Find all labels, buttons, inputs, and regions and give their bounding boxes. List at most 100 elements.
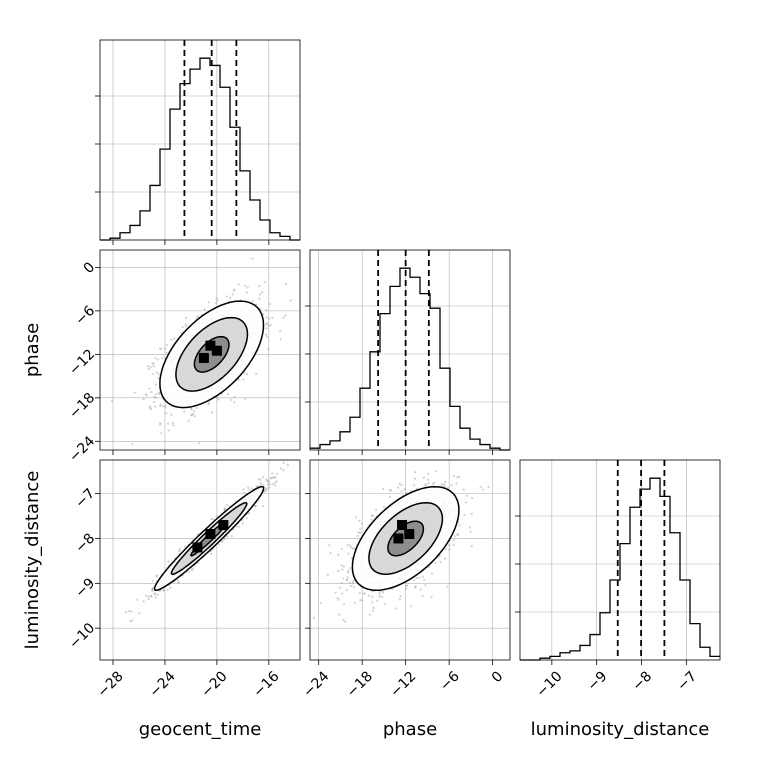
- sample-point: [372, 609, 375, 612]
- sample-point: [267, 348, 270, 351]
- sample-point: [254, 504, 257, 508]
- sample-point: [382, 506, 385, 509]
- sample-point: [142, 398, 145, 401]
- sample-point: [275, 472, 278, 476]
- sample-point: [345, 579, 348, 582]
- sample-point: [357, 531, 360, 534]
- sample-point: [264, 333, 268, 336]
- density-bin: [211, 345, 222, 356]
- sample-point: [216, 396, 219, 399]
- sample-point: [357, 534, 360, 537]
- sample-point: [246, 373, 249, 376]
- sample-point: [424, 484, 427, 487]
- sample-point: [378, 590, 381, 594]
- sample-point: [351, 547, 354, 550]
- sample-point: [237, 378, 240, 381]
- sample-point: [458, 524, 461, 527]
- sample-point: [268, 486, 271, 489]
- sample-point: [269, 324, 272, 327]
- contour-line: [190, 520, 229, 557]
- panel-phase-vs-luminosity-distance-frame: [309, 459, 511, 661]
- histogram-step-geocent-time: [100, 57, 300, 241]
- sample-point: [258, 285, 261, 288]
- sample-point: [328, 544, 331, 547]
- sample-point: [336, 597, 339, 600]
- sample-point: [446, 585, 449, 588]
- sample-point: [250, 487, 253, 490]
- sample-point: [271, 316, 274, 320]
- sample-point: [207, 403, 210, 406]
- sample-point: [244, 397, 247, 400]
- sample-point: [154, 405, 157, 408]
- sample-point: [329, 552, 332, 555]
- sample-point: [388, 495, 392, 498]
- sample-point: [456, 534, 459, 537]
- sample-point: [440, 483, 443, 486]
- sample-point: [267, 324, 270, 327]
- sample-point: [154, 393, 157, 396]
- sample-point: [130, 610, 133, 613]
- sample-point: [183, 410, 186, 413]
- sample-point: [284, 283, 287, 286]
- sample-point: [261, 505, 265, 508]
- sample-point: [159, 422, 162, 425]
- sample-point: [479, 485, 482, 489]
- sample-point: [255, 372, 258, 375]
- sample-point: [157, 392, 160, 395]
- sample-point: [390, 489, 393, 492]
- panel-geocent-time-vs-luminosity-distance-frame: [99, 459, 301, 661]
- sample-point: [265, 488, 268, 491]
- sample-point: [154, 593, 157, 596]
- sample-point: [193, 415, 196, 418]
- sample-point: [158, 347, 161, 350]
- sample-point: [248, 488, 251, 491]
- sample-point: [275, 480, 278, 483]
- sample-point: [273, 484, 277, 487]
- sample-point: [468, 526, 471, 529]
- sample-point: [415, 576, 418, 579]
- sample-point: [233, 395, 236, 399]
- sample-point: [151, 589, 154, 592]
- sample-point: [399, 594, 402, 598]
- sample-point: [448, 544, 451, 547]
- sample-point: [223, 507, 226, 510]
- sample-point: [148, 406, 151, 409]
- sample-point: [447, 486, 450, 489]
- sample-point: [268, 302, 271, 306]
- sample-point: [241, 522, 244, 525]
- sample-point: [159, 405, 162, 408]
- sample-point: [262, 312, 265, 316]
- sample-point: [153, 592, 156, 595]
- sample-point: [368, 613, 371, 616]
- contour-line: [153, 485, 265, 591]
- sample-point: [150, 595, 153, 598]
- sample-point: [255, 485, 258, 488]
- sample-point: [232, 528, 235, 531]
- sample-point: [456, 533, 459, 536]
- sample-point: [346, 544, 349, 547]
- sample-point: [138, 612, 141, 615]
- sample-point: [421, 575, 424, 578]
- sample-point: [173, 337, 176, 340]
- sample-point: [270, 476, 273, 480]
- sample-point: [456, 476, 459, 479]
- sample-point: [142, 600, 145, 603]
- sample-point: [225, 504, 229, 507]
- sample-point: [342, 618, 345, 621]
- sample-point: [265, 323, 268, 326]
- sample-point: [242, 488, 245, 491]
- sample-point: [251, 257, 254, 260]
- sample-point: [349, 584, 353, 588]
- sample-point: [352, 585, 355, 589]
- density-bin: [218, 520, 229, 531]
- sample-point: [261, 291, 264, 294]
- sample-point: [453, 535, 456, 538]
- sample-point: [154, 383, 157, 386]
- sample-point: [347, 552, 350, 555]
- sample-point: [124, 611, 127, 614]
- sample-point: [433, 481, 436, 484]
- sample-point: [341, 592, 344, 595]
- sample-point: [430, 595, 433, 599]
- x-axis-label-luminosity-distance: luminosity_distance: [531, 719, 710, 740]
- sample-point: [286, 463, 289, 466]
